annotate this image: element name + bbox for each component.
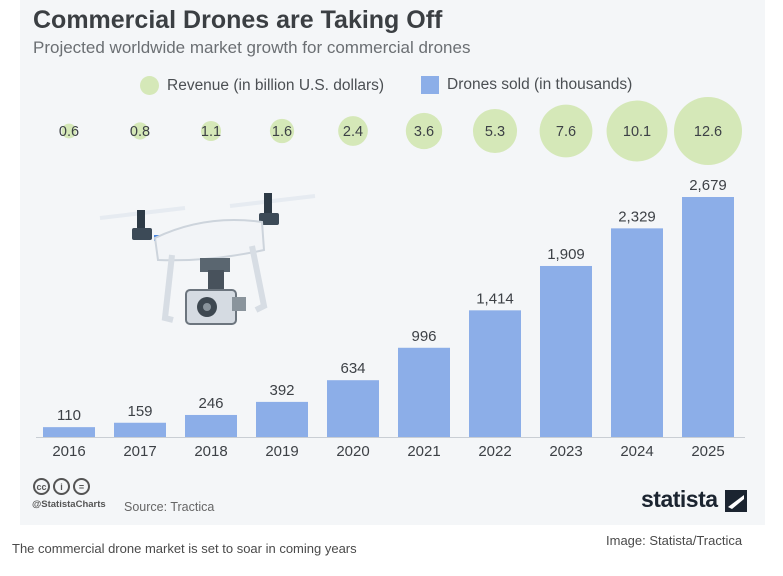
- chart-area: 0.6 0.8 1.1 1.6 2.4 3.6 5.3 7.6 10.1 12.6 110 2016…: [36, 97, 745, 460]
- image-credit: Image: Statista/Tractica: [606, 533, 743, 548]
- legend-drones-swatch: [421, 76, 439, 94]
- revenue-label-2025: 12.6: [694, 124, 722, 140]
- revenue-bubble-2023: [539, 104, 593, 158]
- revenue-label-2022: 5.3: [485, 124, 505, 140]
- x-tick-label-2018: 2018: [194, 443, 227, 460]
- creative-commons-icons: cc i =: [33, 478, 90, 495]
- bar-2020: [327, 380, 379, 437]
- bar-2017: [114, 422, 166, 437]
- bar-2018: [185, 414, 237, 437]
- legend-revenue-label: Revenue (in billion U.S. dollars): [167, 76, 385, 94]
- statista-brand: statista: [641, 486, 718, 512]
- legend-revenue-swatch: [140, 76, 159, 95]
- bar-2019: [256, 401, 308, 437]
- bar-2022: [469, 310, 521, 437]
- revenue-label-2021: 3.6: [414, 124, 434, 140]
- bar-value-label-2025: 2,679: [689, 177, 727, 194]
- x-tick-label-2025: 2025: [691, 443, 724, 460]
- bar-value-label-2021: 996: [411, 328, 436, 345]
- revenue-label-2017: 0.8: [130, 124, 150, 140]
- x-tick-label-2024: 2024: [620, 443, 653, 460]
- revenue-label-2023: 7.6: [556, 124, 576, 140]
- revenue-bubble-2021: [405, 112, 443, 150]
- statista-handle: @StatistaCharts: [32, 499, 106, 510]
- chart-subtitle: Projected worldwide market growth for co…: [33, 38, 471, 57]
- revenue-bubble-2017: [131, 122, 149, 140]
- bar-2016: [43, 427, 95, 437]
- bar-value-label-2022: 1,414: [476, 290, 514, 307]
- bar-value-label-2017: 159: [127, 403, 152, 420]
- cc-icon: cc: [33, 478, 50, 495]
- x-tick-label-2016: 2016: [52, 443, 85, 460]
- bar-value-label-2019: 392: [269, 382, 294, 399]
- bar-value-label-2016: 110: [57, 407, 81, 424]
- legend-drones: Drones sold (in thousands): [421, 76, 632, 94]
- x-tick-label-2019: 2019: [265, 443, 298, 460]
- chart-title: Commercial Drones are Taking Off: [33, 6, 443, 34]
- drone-illustration: [99, 193, 316, 325]
- x-tick-label-2017: 2017: [123, 443, 156, 460]
- bar-2025: [682, 197, 734, 437]
- revenue-label-2020: 2.4: [343, 124, 363, 140]
- bar-value-label-2020: 634: [340, 360, 365, 377]
- revenue-label-2024: 10.1: [623, 124, 651, 140]
- x-tick-label-2020: 2020: [336, 443, 369, 460]
- image-caption: The commercial drone market is set to so…: [12, 541, 357, 556]
- revenue-bubble-2022: [472, 108, 518, 154]
- revenue-bubble-2025: [674, 97, 742, 165]
- bar-2021: [398, 347, 450, 437]
- revenue-bubble-2020: [338, 116, 368, 146]
- revenue-bubble-2024: [606, 100, 668, 162]
- bar-value-label-2024: 2,329: [618, 208, 656, 225]
- legend-revenue: Revenue (in billion U.S. dollars): [140, 76, 384, 95]
- legend-drones-label: Drones sold (in thousands): [447, 76, 633, 93]
- bar-value-label-2023: 1,909: [547, 246, 585, 263]
- attribution-icon: i: [53, 478, 70, 495]
- revenue-bubble-2016: [61, 123, 77, 139]
- revenue-label-2016: 0.6: [59, 124, 79, 140]
- revenue-label-2019: 1.6: [272, 124, 292, 140]
- bar-value-label-2018: 246: [198, 395, 223, 412]
- x-tick-label-2021: 2021: [407, 443, 440, 460]
- revenue-label-2018: 1.1: [201, 124, 221, 140]
- source-note: Source: Tractica: [124, 500, 215, 514]
- no-derivatives-icon: =: [73, 478, 90, 495]
- revenue-bubble-2019: [269, 118, 295, 144]
- x-tick-label-2022: 2022: [478, 443, 511, 460]
- revenue-bubble-2018: [200, 120, 222, 142]
- bar-2023: [540, 265, 592, 437]
- x-tick-label-2023: 2023: [549, 443, 582, 460]
- statista-logo-icon: [725, 490, 747, 512]
- bar-2024: [611, 228, 663, 437]
